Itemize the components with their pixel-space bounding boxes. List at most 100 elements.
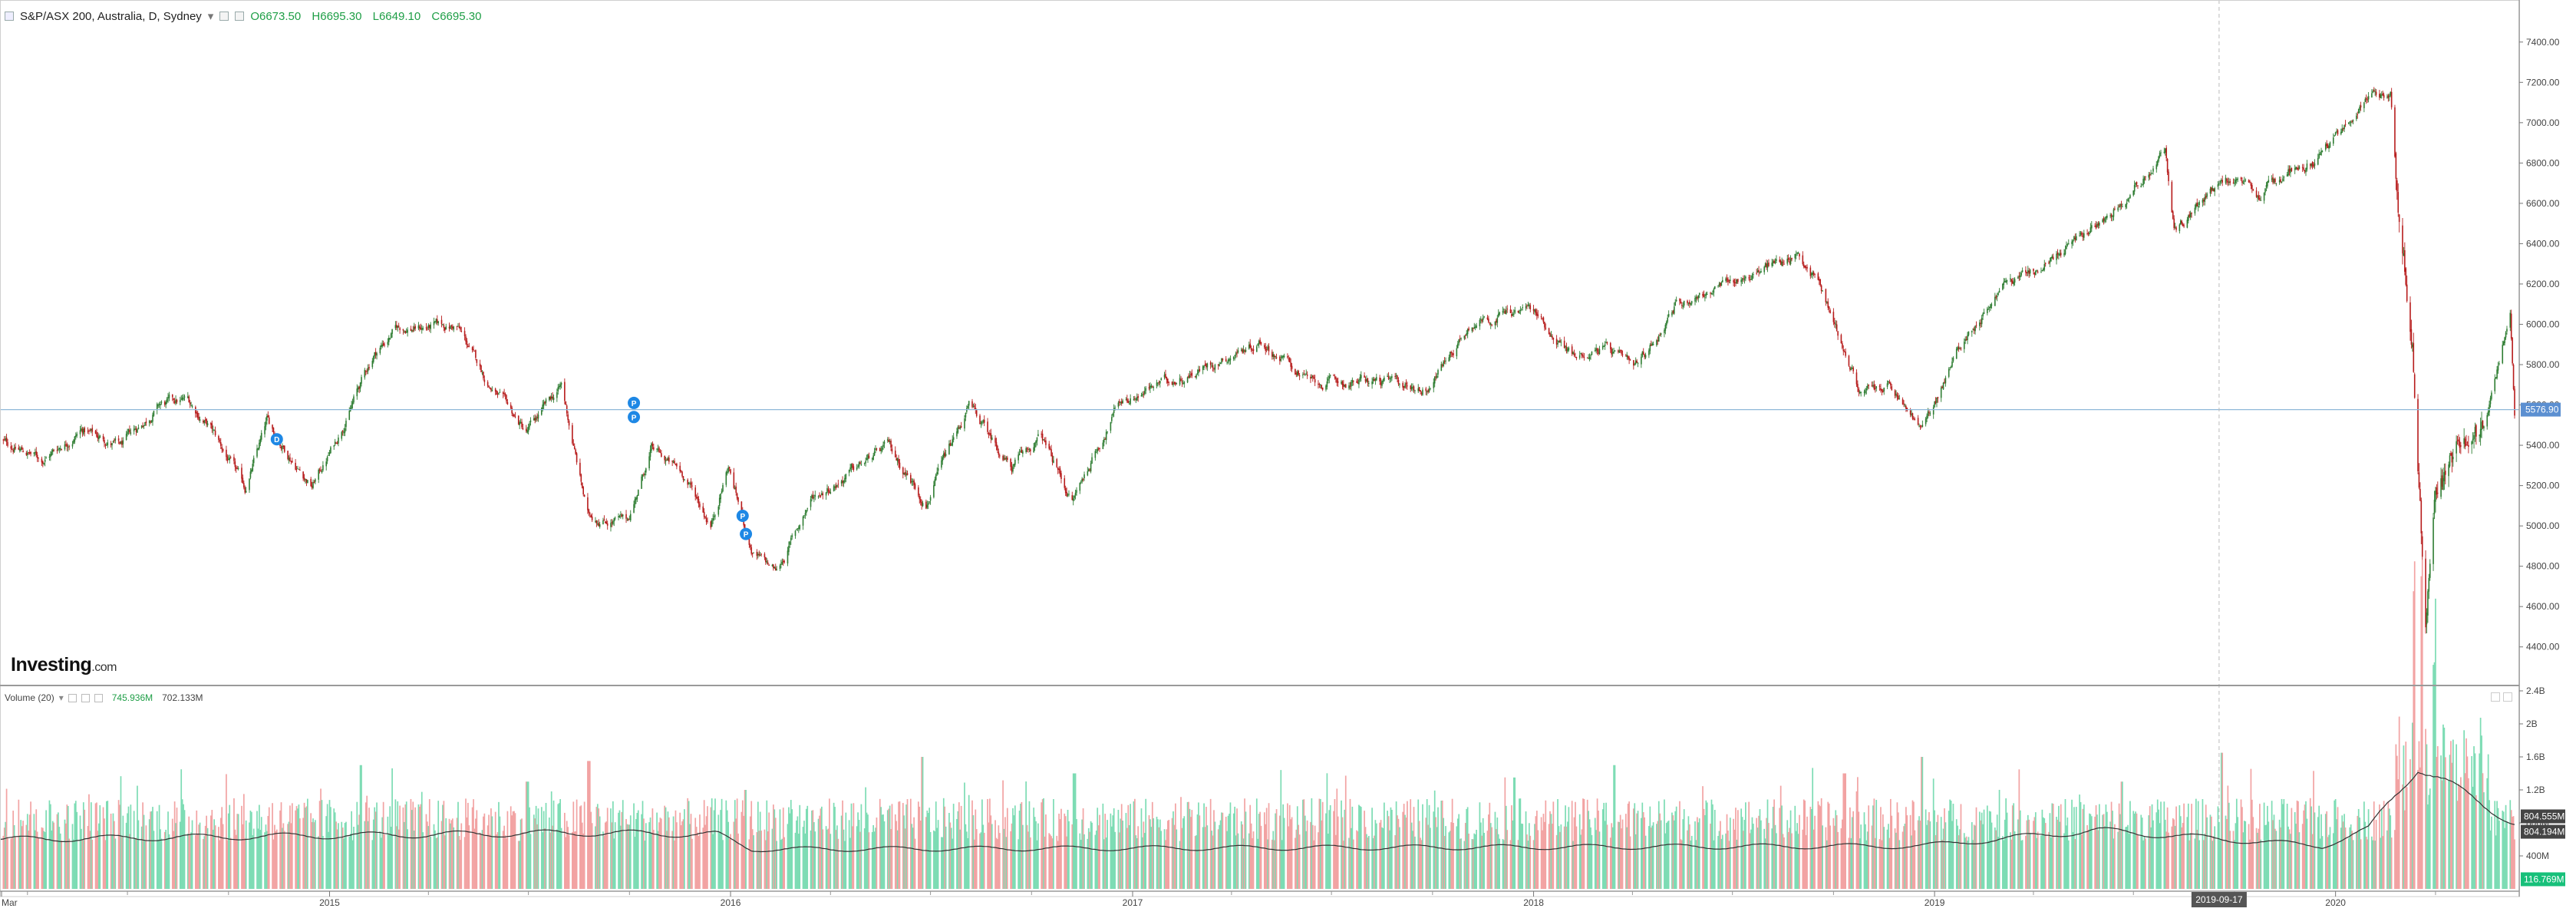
candle-body [734,472,735,487]
candle-body [1737,279,1739,282]
candle-body [1725,279,1727,282]
candle-body [82,428,84,432]
candle-body [2033,269,2034,271]
candle-body [974,405,975,407]
candle-body [905,472,906,474]
candle-body [625,514,627,519]
candle-body [348,411,350,420]
candle-body [1242,349,1243,352]
candle-body [1327,382,1328,387]
candle-body [404,331,406,333]
candle-body [1948,369,1950,377]
candle-body [561,383,562,385]
volume-bar [1883,827,1885,889]
volume-bar [1891,816,1892,889]
candle-body [2114,209,2116,210]
candle-body [1266,349,1268,350]
candle-body [2168,172,2169,181]
candle-body [184,397,186,398]
volume-bar [45,810,47,889]
candle-body [573,444,575,446]
candle-body [1549,329,1550,335]
volume-bar [1037,824,1039,889]
volume-bar [361,765,362,889]
candle-body [1849,367,1851,369]
volume-bar [460,824,462,889]
volume-bar [246,821,247,889]
candle-body [2419,472,2420,487]
volume-bar [1868,805,1869,889]
candle-body [803,515,805,516]
candle-body [1412,387,1413,388]
candle-body [681,471,682,472]
volume-bar [1445,826,1446,889]
candle-body [1626,355,1628,357]
candle-body [788,546,790,552]
candle-body [273,428,275,432]
candle-body [1621,350,1622,354]
volume-bar [391,768,393,889]
volume-bar [1722,835,1723,889]
volume-bar [207,828,209,889]
candle-body [637,495,638,499]
candle-body [2396,154,2397,179]
candle-body [1918,418,1919,424]
volume-bar [1630,837,1631,889]
volume-bar [1552,801,1554,889]
candle-body [192,406,193,407]
candle-body [1697,298,1698,299]
candle-body [2117,207,2119,210]
candle-body [737,497,739,502]
candle-body [872,455,874,460]
candle-body [2274,179,2276,182]
candle-body [984,420,985,423]
candle-body [707,521,708,522]
candle-body [268,415,269,418]
candle-body [2096,226,2097,229]
candle-body [465,336,467,342]
candle-body [2017,277,2019,279]
candle-body [1849,355,1850,365]
candle-body [856,467,858,469]
candle-body [853,467,855,471]
candle-body [869,456,870,458]
candle-body [68,446,70,447]
candle-body [2303,168,2304,170]
candle-body [1060,468,1061,474]
candle-body [2505,332,2507,337]
candle-body [306,480,308,483]
candle-body [6,438,8,442]
candle-body [2004,281,2006,282]
candle-body [2299,167,2301,170]
candle-body [59,448,61,449]
candle-body [99,435,101,438]
candle-body [1251,348,1252,350]
volume-bar [737,834,739,889]
candle-body [207,423,209,425]
candle-body [95,431,97,434]
candle-body [1572,352,1574,355]
candle-body [2374,91,2376,92]
candle-body [1943,383,1944,390]
candle-body [579,463,581,475]
candle-body [658,448,660,452]
candle-body [1122,401,1123,404]
candle-body [822,494,823,495]
volume-bar [315,820,316,889]
candle-body [190,405,192,406]
candle-body [830,492,832,494]
candle-body [1566,347,1568,351]
candle-body [1967,335,1968,340]
candle-body [1012,467,1014,472]
candle-body [1081,479,1083,481]
candle-body [711,520,713,527]
candle-body [702,507,704,513]
candle-body [750,545,751,547]
candle-body [1056,459,1057,467]
candle-body [80,430,81,434]
candle-body [1075,493,1077,495]
candle-body [1437,370,1439,375]
candle-body [460,331,462,332]
candle-body [1268,346,1270,352]
